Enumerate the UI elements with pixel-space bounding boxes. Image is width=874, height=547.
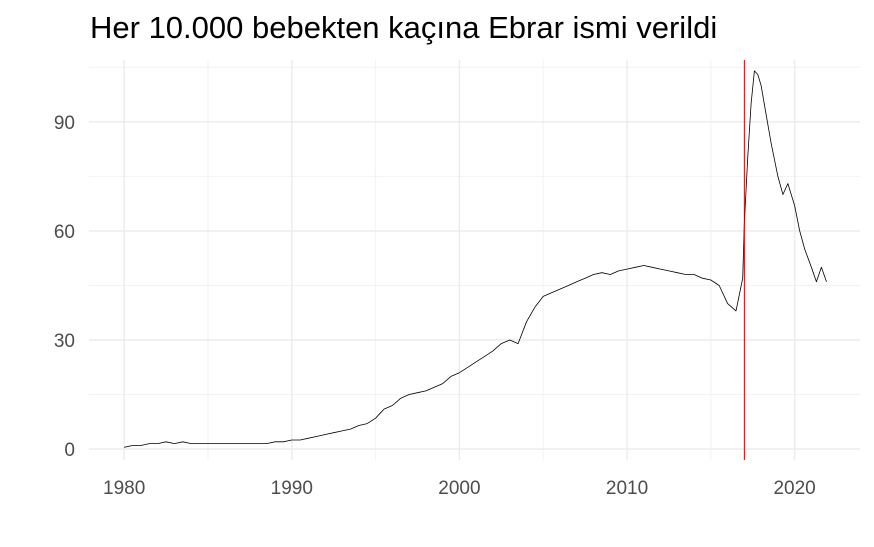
series-line	[124, 70, 827, 448]
major-gridlines	[89, 60, 860, 460]
series-layer	[124, 70, 827, 448]
x-tick-label: 2000	[438, 478, 480, 499]
y-axis-tick-labels: 0 30 60 90	[54, 113, 75, 461]
x-axis-tick-labels: 1980 1990 2000 2010 2020	[103, 478, 816, 499]
x-tick-label: 1980	[103, 478, 145, 499]
y-tick-label: 30	[54, 331, 75, 352]
x-tick-label: 2010	[606, 478, 648, 499]
y-tick-label: 60	[54, 222, 75, 243]
y-tick-label: 90	[54, 113, 75, 134]
y-tick-label: 0	[64, 440, 75, 461]
minor-gridlines	[89, 60, 860, 460]
chart-title: Her 10.000 bebekten kaçına Ebrar ismi ve…	[90, 10, 718, 45]
x-tick-label: 1990	[271, 478, 313, 499]
x-tick-label: 2020	[773, 478, 815, 499]
